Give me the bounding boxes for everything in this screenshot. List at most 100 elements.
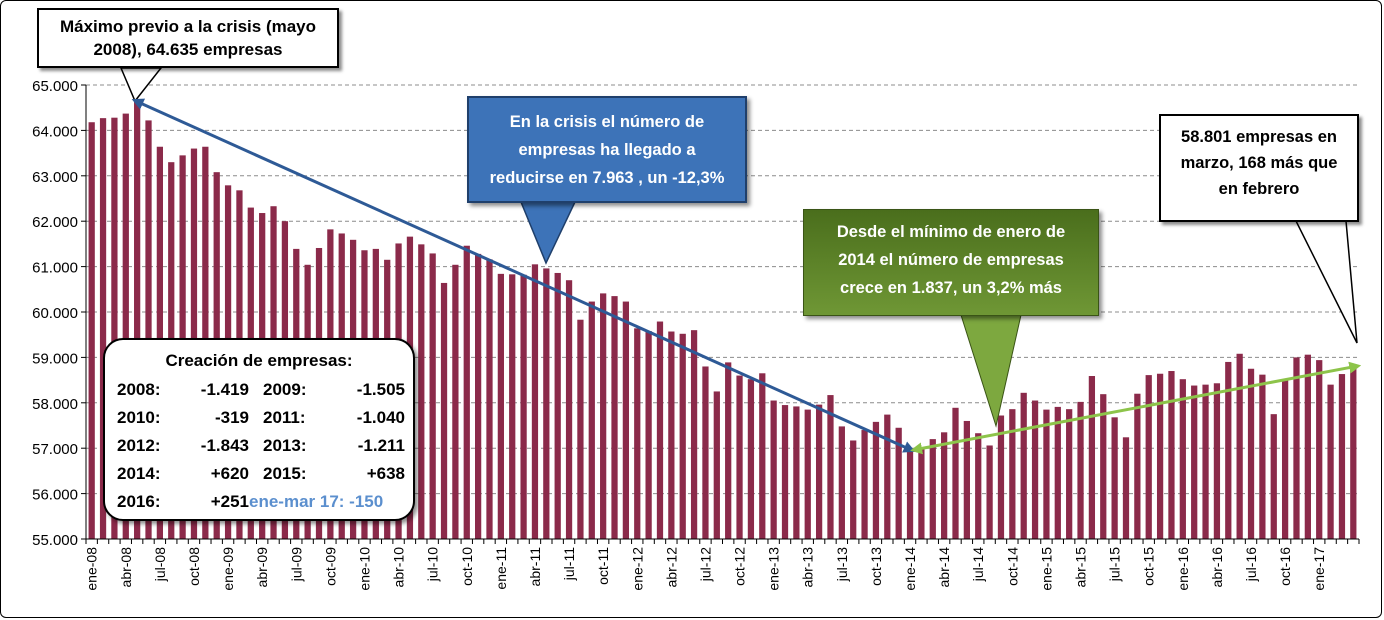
x-tick-label: oct-14 (1004, 547, 1020, 586)
axes (81, 84, 1360, 544)
creacion-value: -319 (214, 408, 249, 427)
bar (1350, 366, 1357, 539)
creacion-year: 2011: (263, 408, 306, 427)
creacion-empresas-box: Creación de empresas: 2008: -1.419 2009:… (103, 338, 415, 521)
creacion-row: 2016: +251 ene-mar 17: -150 (117, 492, 407, 520)
callout-marzo: 58.801 empresas en marzo, 168 más que en… (1159, 114, 1359, 222)
bar (1225, 361, 1232, 539)
bar (1338, 374, 1346, 539)
bar (509, 274, 516, 539)
x-tick-label: jul-10 (425, 547, 441, 582)
bar (929, 439, 936, 539)
x-tick-label: jul-12 (697, 547, 713, 582)
bar (747, 379, 755, 539)
bar (736, 375, 743, 539)
bar (770, 400, 777, 539)
x-tick-label: oct-16 (1277, 547, 1293, 586)
callout-max-line-1: Máximo previo a la crisis (mayo (59, 17, 317, 36)
callout-crisis-line-2: empresas ha llegado a (518, 141, 696, 159)
bar (827, 395, 834, 539)
bar (804, 409, 811, 539)
x-tick-label: oct-10 (459, 547, 475, 586)
y-tick-label: 61.000 (32, 260, 78, 277)
bar (1179, 379, 1186, 539)
bar (1270, 414, 1277, 539)
x-tick-label: abr-15 (1073, 547, 1089, 588)
bar (452, 264, 459, 539)
bar (565, 280, 573, 539)
creacion-year: 2009: (263, 380, 307, 399)
bar (656, 321, 664, 539)
x-tick-label: ene-11 (493, 547, 509, 590)
bar (1077, 401, 1084, 539)
callout-crisis-line-1: En la crisis el número de (509, 113, 705, 131)
bar (88, 122, 95, 539)
y-tick-label: 62.000 (32, 214, 78, 231)
bar (759, 373, 766, 539)
y-tick-label: 60.000 (32, 305, 78, 322)
bar (122, 113, 129, 539)
x-tick-label: jul-08 (152, 547, 168, 582)
bar (99, 118, 107, 539)
x-tick-label: abr-14 (936, 547, 952, 588)
callout-crisis-pointer (519, 201, 577, 265)
x-tick-label: ene-10 (356, 547, 372, 591)
bar (668, 331, 675, 539)
creacion-value: -1.843 (200, 436, 249, 455)
creacion-value: +251 (210, 492, 249, 511)
x-tick-label: abr-10 (391, 547, 407, 588)
creacion-row: 2008: -1.419 2009: -1.505 (117, 380, 407, 408)
creacion-row: 2014: +620 2015: +638 (117, 464, 407, 492)
callout-marzo-line-2: marzo, 168 más que (1180, 154, 1338, 172)
x-tick-label: jul-09 (288, 547, 304, 582)
x-tick-label: oct-12 (732, 547, 748, 586)
creacion-value: -1.040 (356, 408, 405, 427)
creacion-row: 2012: -1.843 2013: -1.211 (117, 436, 407, 464)
bar (895, 427, 902, 539)
callout-max-pointer (119, 67, 163, 103)
bar (781, 405, 789, 539)
x-tick-label: jul-15 (1107, 547, 1123, 582)
bar (645, 331, 652, 539)
bar (1202, 384, 1209, 539)
creacion-row: 2010: -319 2011: -1.040 (117, 408, 407, 436)
creacion-ene-mar-17: ene-mar 17: -150 (249, 492, 384, 511)
bar (975, 433, 982, 539)
creacion-value: -1.505 (356, 380, 405, 399)
creacion-year: 2012: (117, 436, 161, 455)
bar (1020, 392, 1027, 539)
bar (1088, 376, 1096, 539)
bar (1054, 406, 1061, 539)
x-tick-label: oct-09 (322, 547, 338, 586)
bar (884, 414, 891, 539)
bar (531, 264, 539, 539)
x-tick-label: oct-08 (186, 547, 202, 586)
bar (1009, 409, 1016, 539)
bar (1031, 400, 1039, 539)
bar (963, 420, 970, 539)
creacion-year: 2016: (117, 492, 161, 511)
bar (918, 447, 925, 539)
x-tick-label: ene-17 (1311, 547, 1327, 591)
bar (1156, 373, 1164, 539)
callout-recovery-line-2: 2014 el número de empresas (838, 251, 1064, 269)
bar (1316, 360, 1323, 539)
callout-max-line-2: 2008), 64.635 empresas (93, 40, 283, 59)
bar (725, 362, 732, 539)
x-tick-label: jul-16 (1243, 547, 1259, 582)
x-tick-label: oct-13 (868, 547, 884, 586)
bar (622, 301, 630, 539)
bar (1304, 354, 1311, 539)
x-tick-label: abr-08 (118, 547, 134, 588)
bar (713, 391, 720, 539)
y-tick-label: 63.000 (32, 169, 78, 186)
bar (1122, 437, 1130, 539)
x-tick-label: ene-16 (1175, 547, 1191, 591)
creacion-value: -1.419 (200, 380, 249, 399)
bar (486, 259, 493, 539)
x-tick-label: oct-15 (1141, 547, 1157, 586)
bar (838, 426, 845, 539)
x-tick-label: abr-09 (254, 547, 270, 588)
bar (906, 449, 914, 539)
